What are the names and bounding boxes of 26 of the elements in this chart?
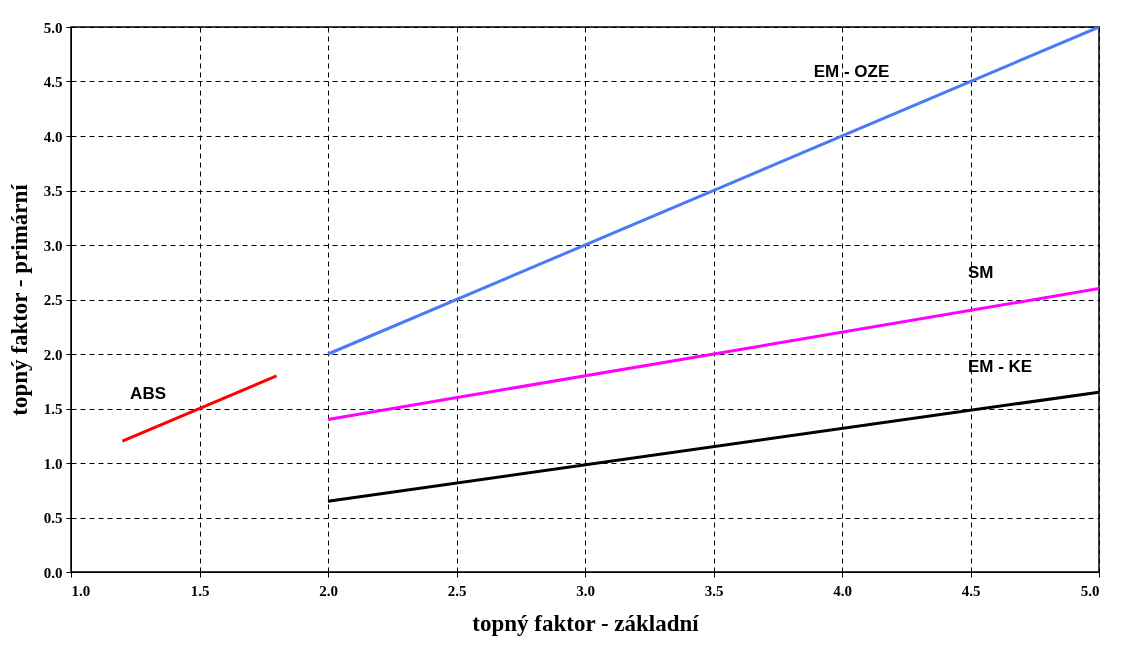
y-tick-label: 3.0 (43, 237, 63, 254)
y-tick-label: 0.5 (43, 510, 63, 526)
x-tick-label: 1.0 (71, 582, 91, 599)
x-tick-label: 3.5 (704, 582, 724, 599)
y-tick-label: 4.0 (43, 128, 63, 145)
x-axis-title: topný faktor - základní (472, 610, 700, 636)
y-tick-label: 5.0 (43, 19, 63, 36)
x-tick-label: 2.0 (319, 582, 338, 599)
y-tick-label: 0.0 (43, 564, 63, 581)
x-tick-label: 1.5 (190, 582, 210, 599)
x-tick-label: 3.0 (576, 582, 595, 599)
y-tick-label: 1.5 (43, 401, 63, 417)
y-tick-label: 1.0 (43, 455, 63, 472)
series-label: EM - KE (967, 357, 1033, 377)
x-tick-label: 4.0 (833, 582, 852, 599)
y-tick-label: 3.5 (43, 183, 63, 199)
x-tick-label: 2.5 (447, 582, 467, 599)
x-tick-label: 5.0 (1080, 582, 1100, 599)
y-tick-label: 2.5 (43, 292, 63, 308)
series-label: EM - OZE (813, 61, 890, 81)
series-label: ABS (130, 384, 167, 404)
y-axis-title: topný faktor - primární (6, 183, 32, 416)
y-tick-label: 4.5 (43, 74, 63, 90)
x-tick-label: 4.5 (961, 582, 981, 599)
series-label: SM (967, 262, 994, 282)
y-tick-label: 2.0 (43, 346, 63, 363)
